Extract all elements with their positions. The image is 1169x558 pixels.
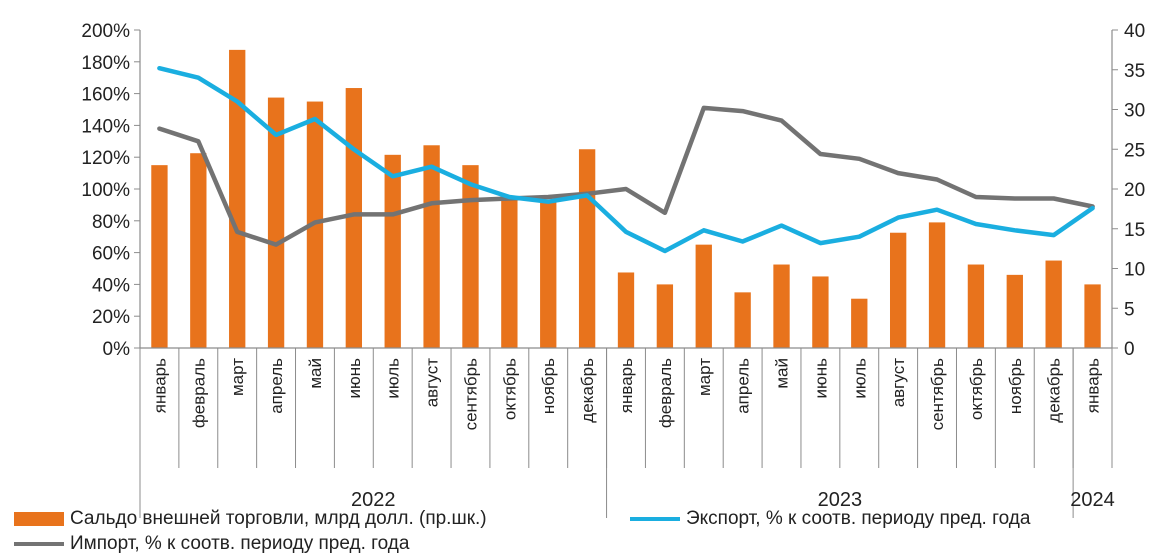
category-label: март bbox=[228, 358, 247, 396]
bar bbox=[423, 145, 440, 348]
legend-swatch-export bbox=[630, 516, 680, 521]
right-tick-label: 10 bbox=[1124, 260, 1145, 281]
export-line bbox=[157, 65, 1095, 254]
right-tick-label: 5 bbox=[1124, 299, 1135, 320]
bar bbox=[229, 49, 246, 348]
category-label: июль bbox=[384, 358, 403, 399]
bar-series bbox=[151, 49, 1101, 348]
category-label: июнь bbox=[811, 358, 830, 399]
right-tick-label: 40 bbox=[1124, 21, 1145, 42]
bar bbox=[578, 149, 596, 348]
bar bbox=[501, 196, 518, 348]
left-tick-label: 80% bbox=[92, 212, 130, 233]
bar bbox=[1006, 274, 1023, 348]
category-label: апрель bbox=[267, 358, 286, 414]
right-tick-label: 30 bbox=[1124, 101, 1145, 122]
import-line bbox=[157, 105, 1095, 247]
bar bbox=[1084, 284, 1101, 348]
left-tick-label: 100% bbox=[81, 180, 130, 201]
left-tick-label: 140% bbox=[81, 116, 130, 137]
category-label: ноябрь bbox=[539, 358, 558, 414]
legend-label-saldo: Сальдо внешней торговли, млрд долл. (пр.… bbox=[70, 508, 487, 529]
year-label: 2023 bbox=[818, 489, 863, 511]
legend-item-saldo: Сальдо внешней торговли, млрд долл. (пр.… bbox=[14, 508, 487, 530]
right-tick-label: 0 bbox=[1124, 339, 1135, 360]
bar bbox=[734, 292, 751, 348]
right-tick-label: 15 bbox=[1124, 220, 1145, 241]
bar bbox=[190, 153, 207, 348]
category-label: январь bbox=[1084, 358, 1103, 413]
bar bbox=[695, 244, 712, 348]
category-label: май bbox=[306, 358, 325, 389]
bar bbox=[967, 264, 985, 348]
category-label: октябрь bbox=[500, 358, 519, 420]
right-tick-label: 35 bbox=[1124, 61, 1145, 82]
left-tick-label: 180% bbox=[81, 53, 130, 74]
bar bbox=[851, 298, 868, 348]
category-label: апрель bbox=[734, 358, 753, 414]
axes: 0% 20% 40% 60% 80% 100% 120% 140% 160% 180% 200% 0 5… bbox=[81, 21, 1145, 518]
category-label: июнь bbox=[345, 358, 364, 399]
line-series bbox=[157, 65, 1095, 254]
bar bbox=[928, 222, 946, 348]
left-tick-label: 0% bbox=[103, 339, 131, 360]
bar bbox=[345, 88, 363, 348]
bar bbox=[1045, 260, 1062, 348]
year-label: 2024 bbox=[1070, 489, 1115, 511]
bar bbox=[384, 154, 401, 348]
left-tick-label: 160% bbox=[81, 85, 130, 106]
category-label: январь bbox=[150, 358, 169, 413]
category-label: июль bbox=[850, 358, 869, 399]
right-tick-label: 20 bbox=[1124, 180, 1145, 201]
right-tick-label: 25 bbox=[1124, 140, 1145, 161]
category-label: декабрь bbox=[578, 358, 597, 423]
category-label: январь bbox=[617, 358, 636, 413]
bar bbox=[462, 165, 479, 348]
category-label: август bbox=[423, 358, 442, 407]
left-tick-label: 40% bbox=[92, 275, 130, 296]
legend-item-export: Экспорт, % к соотв. периоду пред. года bbox=[630, 508, 1030, 530]
category-label: сентябрь bbox=[461, 358, 480, 431]
year-label: 2022 bbox=[351, 489, 396, 511]
category-label: август bbox=[889, 358, 908, 407]
bar bbox=[889, 232, 907, 348]
legend-swatch-import bbox=[14, 541, 64, 546]
legend-label-import: Импорт, % к соотв. периоду пред. года bbox=[70, 533, 410, 554]
bar bbox=[267, 97, 285, 348]
category-label: май bbox=[773, 358, 792, 389]
bar bbox=[151, 165, 168, 348]
category-label: февраль bbox=[656, 358, 675, 428]
category-label: февраль bbox=[189, 358, 208, 428]
bar bbox=[656, 284, 674, 348]
bar bbox=[773, 264, 790, 348]
category-label: сентябрь bbox=[928, 358, 947, 431]
category-label: ноябрь bbox=[1006, 358, 1025, 414]
bar bbox=[617, 272, 635, 348]
left-tick-label: 20% bbox=[92, 307, 130, 328]
legend-swatch-bar bbox=[14, 511, 64, 526]
left-tick-label: 60% bbox=[92, 244, 130, 265]
legend-label-export: Экспорт, % к соотв. периоду пред. года bbox=[686, 508, 1031, 529]
category-label: март bbox=[695, 358, 714, 396]
bar bbox=[812, 276, 829, 348]
left-tick-label: 200% bbox=[81, 21, 130, 42]
category-label: декабрь bbox=[1045, 358, 1064, 423]
category-label: октябрь bbox=[967, 358, 986, 420]
bar bbox=[540, 200, 557, 348]
left-tick-label: 120% bbox=[81, 148, 130, 169]
legend-item-import: Импорт, % к соотв. периоду пред. года bbox=[14, 533, 409, 555]
